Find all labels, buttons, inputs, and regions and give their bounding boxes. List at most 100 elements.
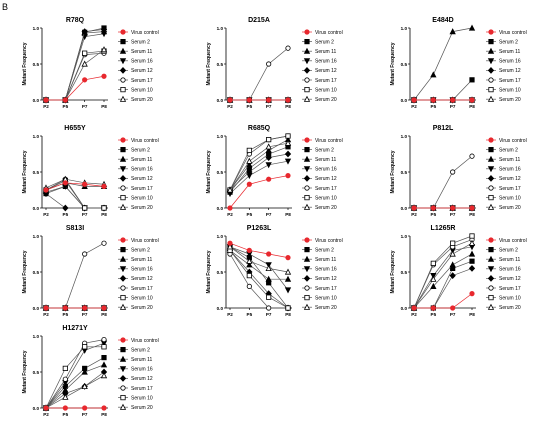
- legend-marker: [487, 255, 495, 262]
- legend-label: Serum 20: [499, 305, 521, 311]
- chart-panel-s813i: S813I Mutant Frequency 0.0 0.5 1.0 P2 P5 P7 P8 Vi…: [22, 225, 159, 317]
- data-point: [100, 46, 108, 53]
- series-line: [45, 357, 105, 409]
- data-point: [469, 77, 475, 83]
- legend-item-serum-11: Serum 11: [302, 255, 337, 263]
- y-tick-label: 0.5: [217, 62, 224, 67]
- legend-item-serum-20: Serum 20: [302, 303, 337, 311]
- x-tick-label: P8: [469, 312, 475, 317]
- data-point: [62, 393, 69, 400]
- x-tick-label: P5: [63, 104, 69, 109]
- legend-item-serum-12: Serum 12: [118, 67, 153, 74]
- legend-marker: [120, 285, 126, 291]
- series-serum-20: [226, 243, 292, 275]
- legend: Virus control Serum 2 Serum 11 Serum 16 Seru…: [118, 237, 159, 311]
- legend-marker: [304, 39, 310, 45]
- legend-item-serum-20: Serum 20: [118, 403, 153, 411]
- legend-item-serum-10: Serum 10: [118, 394, 153, 401]
- chart-title: L1265R: [431, 225, 456, 232]
- series-serum-2: [411, 77, 475, 103]
- legend-label: Serum 2: [499, 39, 518, 45]
- legend-marker: [119, 255, 127, 262]
- y-tick-label: 0.0: [401, 306, 408, 311]
- legend-label: Serum 16: [499, 267, 521, 273]
- legend-marker: [488, 194, 494, 201]
- series-line: [414, 79, 473, 101]
- legend-label: Serum 11: [499, 257, 521, 263]
- legend-item-serum-17: Serum 17: [118, 77, 153, 84]
- legend: Virus control Serum 2 Serum 11 Serum 16 Seru…: [302, 137, 343, 211]
- legend-label: Serum 2: [131, 147, 150, 153]
- legend-item-serum-17: Serum 17: [118, 185, 153, 192]
- series-line: [45, 371, 105, 409]
- y-axis-label: Mutant Frequency: [206, 250, 212, 293]
- legend-label: Serum 11: [499, 157, 521, 163]
- series-line: [45, 346, 104, 409]
- legend-item-serum-11: Serum 11: [118, 47, 153, 55]
- data-point: [285, 97, 291, 103]
- legend-item-virus-control: Virus control: [118, 237, 159, 244]
- data-point: [265, 143, 272, 150]
- x-tick-label: P5: [431, 104, 437, 109]
- legend-item-serum-12: Serum 12: [486, 275, 521, 282]
- data-point: [101, 205, 107, 211]
- y-tick-label: 0.5: [217, 170, 224, 175]
- legend-marker: [303, 155, 311, 162]
- data-point: [226, 186, 234, 193]
- legend-marker: [119, 47, 127, 54]
- data-point: [265, 275, 272, 282]
- legend-item-serum-16: Serum 16: [486, 58, 521, 65]
- series-line: [229, 246, 289, 291]
- data-point: [284, 287, 292, 294]
- chart-panel-d215a: D215A Mutant Frequency 0.0 0.5 1.0 P2 P5 P7 P8 Vi…: [206, 17, 343, 109]
- series-line: [229, 175, 289, 209]
- legend-label: Virus control: [499, 30, 527, 36]
- legend-item-serum-12: Serum 12: [302, 175, 337, 182]
- legend: Virus control Serum 2 Serum 11 Serum 16 Seru…: [302, 237, 343, 311]
- legend-marker: [304, 87, 310, 93]
- legend-marker: [120, 137, 126, 143]
- legend-label: Serum 11: [131, 49, 153, 55]
- legend-label: Serum 20: [499, 97, 521, 103]
- x-tick-label: P8: [469, 104, 475, 109]
- x-tick-label: P7: [450, 312, 456, 317]
- legend-marker: [120, 146, 126, 153]
- legend-item-serum-17: Serum 17: [486, 77, 521, 84]
- data-point: [62, 204, 69, 212]
- legend-item-serum-10: Serum 10: [486, 194, 521, 201]
- data-point: [285, 305, 291, 311]
- series-line: [414, 293, 473, 309]
- legend-item-serum-16: Serum 16: [486, 166, 521, 173]
- legend-marker: [120, 237, 126, 243]
- legend-item-serum-2: Serum 2: [118, 39, 150, 45]
- legend-item-serum-16: Serum 16: [118, 366, 153, 373]
- data-point: [449, 272, 456, 279]
- legend-item-serum-2: Serum 2: [302, 146, 334, 153]
- data-point: [100, 361, 108, 368]
- x-tick-label: P5: [431, 312, 437, 317]
- legend-label: Serum 20: [315, 205, 337, 211]
- legend-marker: [120, 394, 126, 401]
- data-point: [62, 180, 68, 186]
- series-line: [229, 242, 289, 258]
- legend-label: Virus control: [315, 238, 343, 244]
- data-point: [246, 272, 252, 279]
- series-serum-2: [43, 354, 107, 411]
- y-tick-label: 0.0: [33, 306, 40, 311]
- legend-marker: [303, 95, 311, 102]
- y-axis-label: Mutant Frequency: [390, 250, 396, 293]
- y-axis-label: Mutant Frequency: [390, 150, 396, 193]
- data-point: [411, 305, 417, 311]
- data-point: [82, 181, 88, 187]
- series-line: [229, 160, 289, 194]
- legend-label: Serum 17: [315, 186, 337, 192]
- legend-marker: [120, 39, 126, 45]
- y-tick-label: 1.0: [217, 26, 224, 31]
- legend-label: Serum 20: [499, 205, 521, 211]
- series-virus-control: [411, 97, 475, 103]
- series-line: [229, 135, 289, 191]
- panel-label: B: [2, 2, 9, 12]
- legend-marker: [303, 303, 311, 310]
- legend-marker: [488, 246, 494, 253]
- series-virus-control: [227, 173, 291, 211]
